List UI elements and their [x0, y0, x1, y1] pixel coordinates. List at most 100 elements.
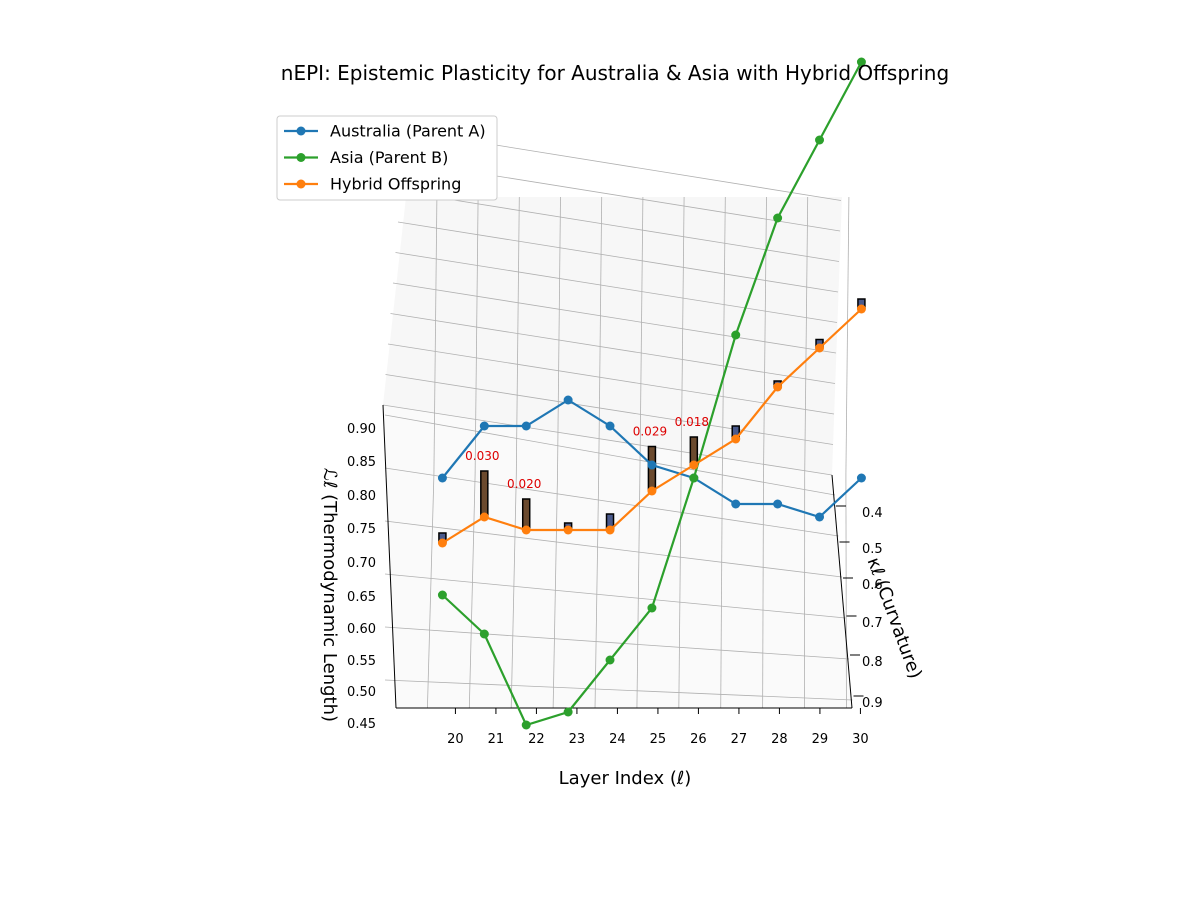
bar-annotation: 0.030	[465, 449, 499, 463]
series-point	[856, 304, 866, 314]
grid-line-z	[390, 313, 836, 384]
z-tick-label: 0.70	[347, 556, 376, 571]
legend-marker	[296, 153, 306, 162]
series-point	[731, 330, 741, 340]
z-axis-label: ℒℓ (Thermodynamic Length)	[319, 468, 340, 722]
z-tick-label: 0.45	[347, 717, 376, 732]
series-point	[437, 590, 447, 600]
chart-title: nEPI: Epistemic Plasticity for Australia…	[281, 61, 949, 85]
grid-line-y	[384, 679, 853, 701]
floor-pane	[383, 405, 852, 708]
series-point	[605, 655, 615, 665]
x-tick-label: 22	[528, 732, 545, 747]
x-tick-label: 28	[771, 732, 788, 747]
z-tick-label: 0.85	[347, 455, 376, 470]
y-tick-label: 0.9	[862, 696, 883, 711]
grid-line-x	[468, 474, 476, 709]
series-point	[815, 343, 825, 353]
z-tick-label: 0.75	[347, 522, 376, 537]
series-point	[731, 434, 741, 444]
grid-line-z	[397, 221, 839, 293]
series-point	[731, 499, 741, 509]
grid-line-y	[384, 414, 836, 496]
series-point	[773, 382, 783, 392]
legend-label: Australia (Parent A)	[330, 122, 486, 141]
series-point	[689, 473, 699, 483]
y-tick-label: 0.6	[862, 578, 883, 593]
z-tick-label: 0.60	[347, 622, 376, 637]
grid-line-x	[515, 196, 520, 476]
series-point	[856, 473, 866, 483]
grid-line-y	[384, 626, 850, 660]
series-point	[856, 57, 866, 67]
x-tick-label: 20	[447, 732, 464, 747]
x-tick-label: 30	[852, 732, 869, 747]
y-tick-label: 0.4	[862, 506, 883, 521]
series-point	[815, 135, 825, 145]
series-point	[437, 473, 447, 483]
series-point	[437, 538, 447, 548]
x-tick-label: 24	[609, 732, 626, 747]
grid-line-x	[639, 196, 644, 476]
bar	[521, 498, 531, 530]
z-axis-line	[382, 404, 397, 709]
series-point	[479, 421, 489, 431]
x-tick-label: 21	[488, 732, 505, 747]
z-tick-label: 0.50	[347, 685, 376, 700]
series-point	[521, 525, 531, 535]
legend-marker	[296, 179, 306, 189]
x-tick-label: 29	[812, 732, 829, 747]
series-point	[563, 707, 573, 717]
grid-line-x	[720, 474, 723, 709]
axes-panes	[383, 197, 852, 708]
x-tick-label: 23	[569, 732, 586, 747]
x-tick-label: 25	[650, 732, 667, 747]
series-point	[605, 525, 615, 535]
series-point	[479, 629, 489, 639]
series-point	[647, 486, 657, 496]
series-point	[563, 395, 573, 405]
series-point	[647, 460, 657, 470]
series-point	[773, 499, 783, 509]
x-tick-label: 27	[731, 732, 748, 747]
grid-line-z	[385, 374, 834, 445]
grid-line-x	[427, 474, 435, 709]
grid-line-y	[384, 573, 846, 619]
series-point	[521, 421, 531, 431]
legend-label: Hybrid Offspring	[330, 175, 461, 194]
back-pane	[383, 197, 842, 475]
grid-line-x	[680, 196, 685, 476]
legend: Australia (Parent A) Asia (Parent B) Hybri…	[276, 115, 498, 201]
bar-annotation: 0.029	[633, 425, 667, 439]
grid-line-z	[382, 404, 833, 476]
grid-line-x	[845, 196, 850, 476]
tick-labels: 20 21 22 23 24 25 26 27 28 29 30 0.45 0.50 0.55 0.60 0.…	[347, 422, 883, 747]
grid-line-x	[763, 196, 767, 476]
series-point	[773, 213, 783, 223]
legend-label: Asia (Parent B)	[330, 148, 448, 167]
bar	[689, 436, 699, 465]
series-point	[689, 460, 699, 470]
grid-line-x	[594, 474, 600, 709]
legend-frame	[276, 115, 498, 201]
z-tick-label: 0.55	[347, 654, 376, 669]
grid-line-x	[804, 196, 809, 476]
series-point	[479, 512, 489, 522]
annotation-group: 0.030 0.020 0.029 0.018	[465, 415, 709, 491]
series-point	[815, 512, 825, 522]
grid-line-x	[552, 474, 558, 709]
grid-lines	[382, 130, 853, 709]
series-point	[563, 525, 573, 535]
bar	[480, 470, 489, 517]
grid-line-z	[392, 282, 837, 354]
grid-line-x	[510, 474, 517, 709]
y-tick-label: 0.8	[862, 655, 883, 670]
grid-line-x	[557, 196, 561, 476]
y-tick-label: 0.7	[862, 616, 883, 631]
grid-line-x	[845, 474, 847, 709]
grid-line-x	[474, 196, 479, 476]
grid-line-z	[387, 343, 835, 415]
grid-line-z	[395, 252, 838, 323]
bar-annotation: 0.018	[675, 415, 709, 429]
